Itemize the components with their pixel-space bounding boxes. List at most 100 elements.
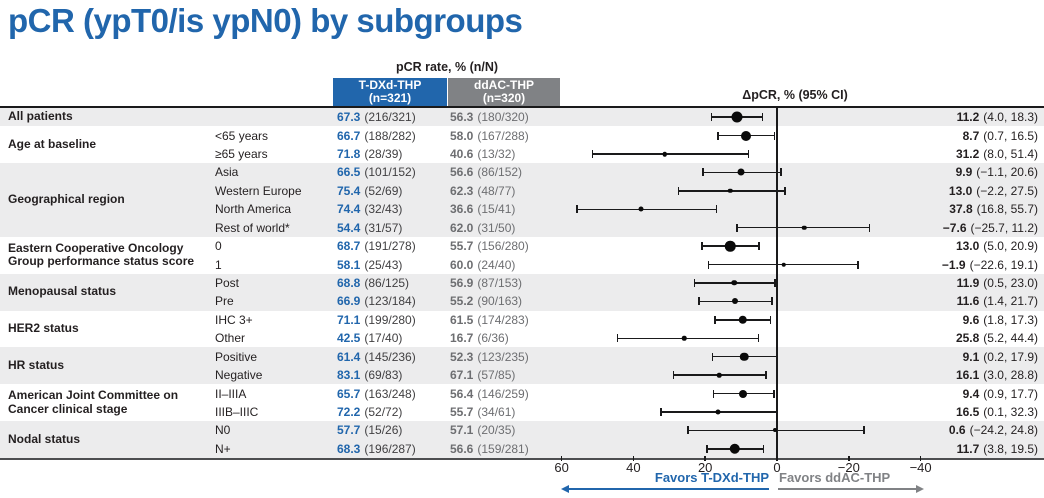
ci-cap-left (693, 278, 696, 287)
ddac-value-cell: 56.9 (87/153) (450, 274, 522, 292)
x-axis: 60 40 20 0 −20 −40 (0, 456, 1044, 476)
tdxd-percent: 71.1 (337, 312, 361, 327)
delta-value: 13.0 (955, 239, 980, 254)
subgroup-label: HR status (8, 358, 65, 373)
forest-dot (739, 389, 748, 398)
axis-tick-label: 20 (697, 460, 713, 475)
subgroup-label: All patients (8, 109, 73, 124)
delta-value-cell: 16.5 (0.1, 32.3) (956, 403, 1038, 421)
delta-value: 0.6 (948, 423, 966, 438)
table-row: Western Europe 75.4 (52/69) 62.3 (48/77) 13.0… (0, 182, 1044, 200)
ci-cap-left (702, 168, 704, 177)
delta-ci: (0.9, 17.7) (983, 386, 1038, 401)
tdxd-percent: 42.5 (337, 331, 361, 346)
tdxd-fraction: (17/40) (364, 331, 403, 346)
tdxd-percent: 74.4 (337, 202, 361, 217)
row-sublabel: IHC 3+ (215, 312, 253, 327)
axis-tick-label: −40 (909, 460, 932, 475)
forest-dot (716, 372, 722, 378)
ddac-fraction: (90/163) (477, 294, 523, 309)
row-sublabel: Western Europe (215, 183, 302, 198)
ddac-value-cell: 40.6 (13/32) (450, 145, 515, 163)
ddac-value-cell: 62.0 (31/50) (450, 219, 515, 237)
delta-value-cell: 37.8 (16.8, 55.7) (949, 200, 1038, 218)
delta-value: 13.0 (948, 183, 973, 198)
tdxd-value-cell: 67.3 (216/321) (337, 108, 416, 126)
forest-dot (728, 188, 733, 194)
tdxd-percent: 54.4 (337, 220, 361, 235)
ci-cap-right (775, 407, 778, 416)
group-block: Menopausal status (0, 273, 1044, 311)
tdxd-fraction: (196/287) (364, 441, 416, 456)
ddac-percent: 58.0 (450, 128, 474, 143)
delta-ci: (−22.6, 19.1) (969, 257, 1038, 272)
tdxd-value-cell: 68.8 (86/125) (337, 274, 409, 292)
ddac-percent: 62.3 (450, 183, 474, 198)
delta-value: 8.7 (962, 128, 980, 143)
group-block: Age at baseline (0, 126, 1044, 163)
ci-cap-right (775, 352, 778, 361)
ddac-fraction: (123/235) (477, 349, 529, 364)
ddac-fraction: (57/85) (477, 368, 516, 383)
tdxd-percent: 65.7 (337, 386, 361, 401)
row-sublabel: Post (215, 275, 240, 290)
tdxd-fraction: (191/278) (364, 239, 416, 254)
group-block: HR status (0, 347, 1044, 385)
subgroup-label: Age at baseline (8, 137, 97, 152)
delta-value-cell: −7.6 (−25.7, 11.2) (943, 219, 1038, 237)
forest-dot (729, 443, 741, 455)
ci-cap-left (591, 150, 594, 159)
row-sublabel: Asia (215, 165, 239, 180)
delta-ci: (1.4, 21.7) (983, 294, 1038, 309)
row-sublabel: 0 (215, 239, 222, 254)
subgroup-label: American Joint Committee on Cancer clini… (8, 388, 179, 416)
group-block: Eastern Cooperative Oncology Group perfo… (0, 237, 1044, 274)
delta-value: 11.6 (956, 294, 980, 309)
ddac-percent: 60.0 (450, 257, 474, 272)
ddac-fraction: (156/280) (477, 239, 529, 254)
ci-cap-left (712, 389, 715, 398)
ddac-percent: 56.9 (450, 275, 474, 290)
ci-cap-right (715, 205, 718, 214)
ddac-fraction: (180/320) (477, 110, 529, 125)
tdxd-fraction: (52/72) (364, 404, 403, 419)
table-row: IHC 3+ 71.1 (199/280) 61.5 (174/283) 9.6 (1.8,… (0, 311, 1044, 329)
tdxd-value-cell: 66.9 (123/184) (337, 292, 416, 310)
ddac-percent: 40.6 (450, 147, 474, 162)
delta-value-cell: 31.2 (8.0, 51.4) (956, 145, 1038, 163)
forest-dot (731, 111, 743, 123)
forest-dot (802, 225, 807, 230)
ci-cap-left (706, 444, 708, 453)
zero-reference-line (776, 108, 778, 458)
ci-cap-left (576, 205, 578, 214)
ddac-value-cell: 55.7 (156/280) (450, 237, 529, 255)
ci-cap-right (757, 334, 760, 343)
delta-ci: (4.0, 18.3) (983, 110, 1038, 125)
tdxd-percent: 66.9 (337, 294, 361, 309)
tdxd-value-cell: 68.3 (196/287) (337, 440, 416, 458)
ci-cap-right (761, 113, 764, 122)
delta-value: −1.9 (941, 257, 966, 272)
group-block: All patients (0, 108, 1044, 127)
forest-dot (725, 240, 736, 252)
ddac-fraction: (13/32) (477, 147, 516, 162)
ci-cap-right (857, 260, 859, 269)
tdxd-percent: 71.8 (337, 147, 361, 162)
tdxd-percent: 83.1 (337, 368, 361, 383)
page-title: pCR (ypT0/is ypN0) by subgroups (8, 2, 523, 39)
tdxd-value-cell: 72.2 (52/72) (337, 403, 402, 421)
ddac-column-header: ddAC-THP (n=320) (448, 78, 560, 106)
delta-value-cell: 11.9 (0.5, 23.0) (957, 274, 1038, 292)
delta-ci: (8.0, 51.4) (983, 147, 1038, 162)
delta-ci: (0.2, 17.9) (983, 349, 1038, 364)
delta-value-cell: 13.0 (5.0, 20.9) (956, 237, 1038, 255)
ddac-percent: 16.7 (450, 331, 474, 346)
table-row: Post 68.8 (86/125) 56.9 (87/153) 11.9 (0.5, 23… (0, 274, 1044, 292)
axis-tick-label: 40 (626, 460, 641, 475)
ci-cap-left (687, 426, 689, 435)
ddac-percent: 57.1 (450, 423, 474, 438)
tdxd-percent: 61.4 (337, 349, 361, 364)
favors-tdxd-label: Favors T-DXd-THP (654, 470, 769, 485)
tdxd-percent: 68.7 (337, 239, 361, 254)
